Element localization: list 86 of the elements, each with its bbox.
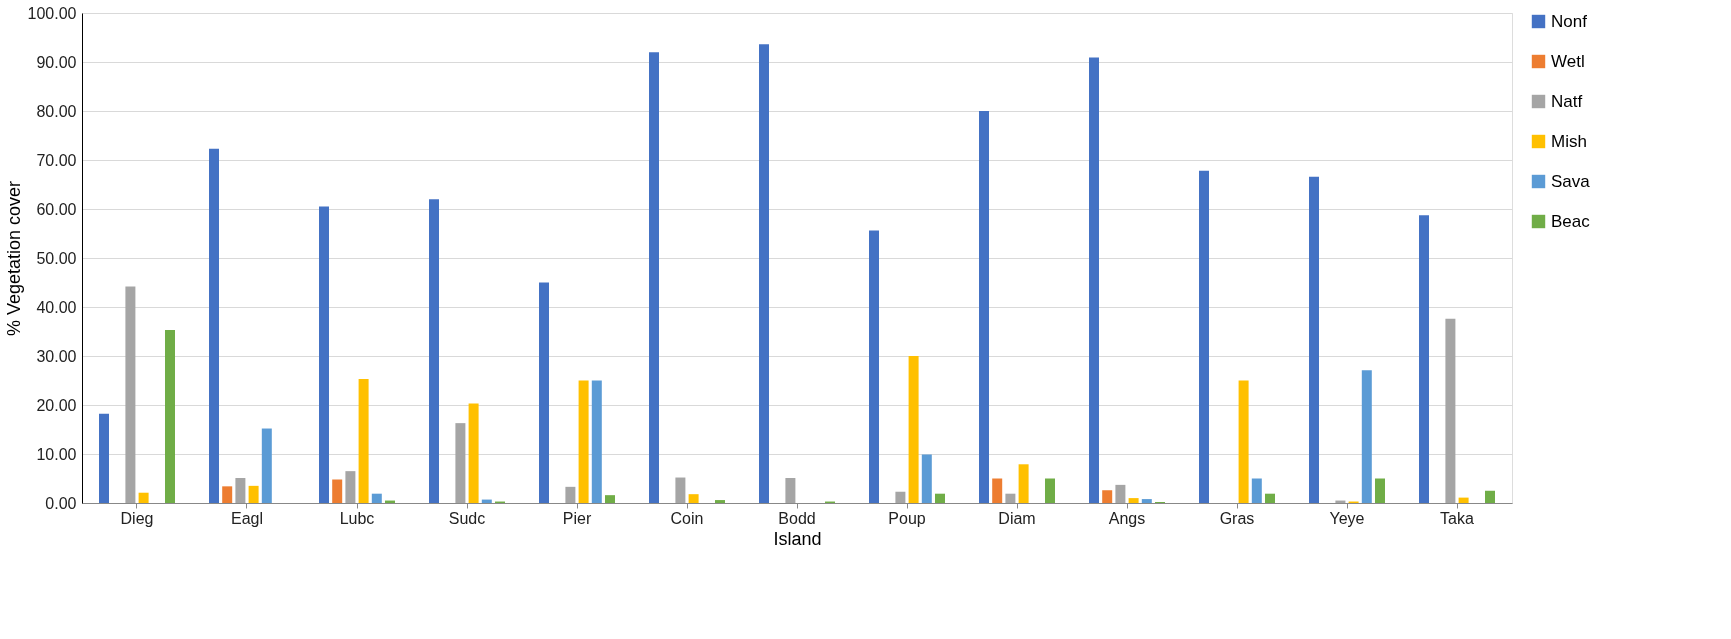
bar — [1045, 478, 1055, 503]
bar — [261, 428, 272, 503]
bar — [895, 491, 906, 503]
x-axis-title: Island — [773, 528, 822, 549]
bar — [1018, 464, 1029, 503]
bar — [1251, 478, 1262, 503]
bar — [1361, 370, 1372, 503]
y-tick-label: 70.00 — [36, 151, 77, 169]
x-tick-label: Eagl — [230, 509, 264, 527]
bar — [539, 282, 549, 503]
bar — [649, 52, 659, 503]
x-tick-label: Dieg — [120, 509, 154, 527]
bar — [358, 379, 369, 503]
bar — [1102, 490, 1113, 503]
bar — [455, 423, 466, 503]
bar — [935, 493, 945, 503]
y-tick-label: 0.00 — [45, 494, 77, 512]
y-tick-label: 60.00 — [36, 200, 77, 218]
bar — [605, 495, 615, 503]
x-tick-label: Sudc — [448, 509, 486, 527]
bar — [138, 492, 149, 503]
bar — [209, 148, 219, 503]
bar — [345, 471, 356, 503]
bar — [1458, 497, 1469, 503]
x-tick-label: Diam — [998, 509, 1036, 527]
x-tick-label: Gras — [1219, 509, 1255, 527]
x-tick-label: Coin — [670, 509, 704, 527]
y-tick-label: 30.00 — [36, 347, 77, 365]
bar — [869, 230, 879, 503]
y-tick-label: 100.00 — [27, 4, 77, 22]
y-tick-label: 80.00 — [36, 102, 77, 120]
y-axis-title: % Vegetation cover — [3, 180, 24, 337]
legend-label: Natf — [1551, 91, 1583, 111]
bar — [1419, 215, 1429, 503]
bar — [565, 486, 576, 503]
bar — [1128, 498, 1139, 503]
bar — [1485, 490, 1495, 503]
x-tick-label: Bodd — [778, 509, 816, 527]
x-tick-label: Angs — [1108, 509, 1146, 527]
bar — [1115, 484, 1126, 503]
bar — [785, 478, 796, 503]
bar — [248, 485, 259, 503]
bar — [1375, 478, 1385, 503]
bar — [235, 478, 246, 503]
y-tick-label: 40.00 — [36, 298, 77, 316]
x-tick-label: Lubc — [339, 509, 375, 527]
bar — [429, 199, 439, 503]
bar — [1199, 170, 1209, 503]
bar — [319, 206, 329, 503]
bar — [222, 486, 233, 503]
bar — [1265, 493, 1275, 503]
bar — [1309, 176, 1319, 503]
legend-label: Sava — [1551, 171, 1591, 191]
y-tick-label: 10.00 — [36, 445, 77, 463]
legend-label: Wetl — [1551, 51, 1585, 71]
x-tick-label: Poup — [888, 509, 926, 527]
bar — [1005, 493, 1016, 503]
y-tick-label: 50.00 — [36, 249, 77, 267]
bar — [1445, 318, 1456, 503]
bar — [371, 493, 382, 503]
bar — [578, 380, 589, 503]
bar — [715, 500, 725, 503]
bar — [125, 286, 136, 503]
bar — [675, 477, 686, 503]
bar — [591, 380, 602, 503]
x-tick-label: Pier — [562, 509, 592, 527]
bar — [908, 356, 919, 503]
bar — [165, 330, 175, 503]
bar — [99, 413, 109, 503]
bar — [1089, 57, 1099, 503]
bar — [468, 403, 479, 503]
bar — [921, 454, 932, 503]
x-tick-label: Taka — [1440, 509, 1474, 527]
legend-label: Mish — [1551, 131, 1587, 151]
bar — [688, 494, 699, 503]
bar — [1141, 499, 1152, 503]
bar — [992, 478, 1003, 503]
legend-label: Beac — [1551, 211, 1591, 231]
x-tick-label: Yeye — [1329, 509, 1365, 527]
bar — [1238, 380, 1249, 503]
y-tick-label: 90.00 — [36, 53, 77, 71]
bar — [759, 44, 769, 503]
legend-label: Nonf — [1551, 11, 1588, 31]
bar — [979, 111, 989, 503]
y-tick-label: 20.00 — [36, 396, 77, 414]
bar — [332, 479, 343, 503]
